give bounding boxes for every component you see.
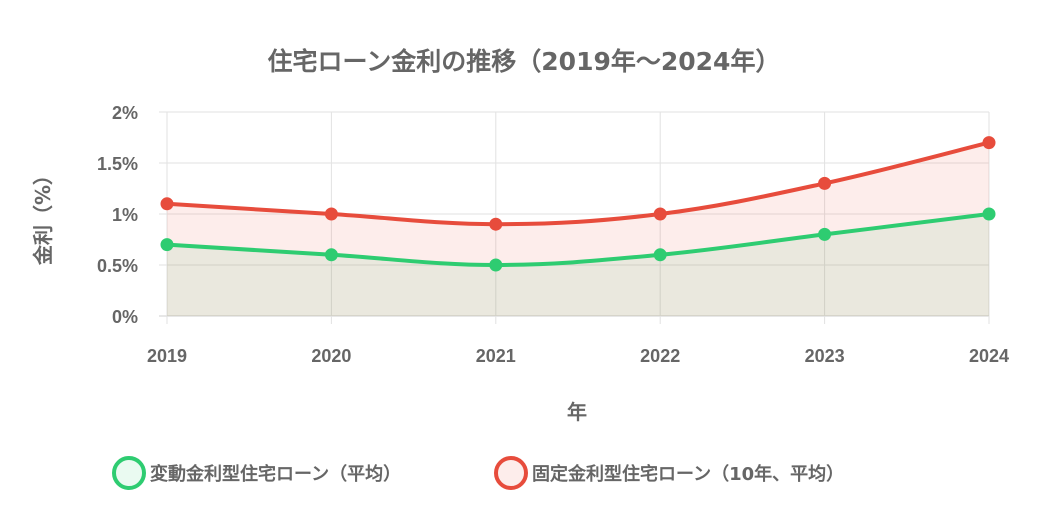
series-lines (165, 140, 991, 267)
legend-label-0[interactable]: 変動金利型住宅ローン（平均） (150, 463, 401, 485)
x-tick-label: 2024 (969, 346, 1009, 366)
data-point[interactable] (489, 258, 503, 272)
x-tick-label: 2019 (147, 346, 187, 366)
data-point[interactable] (653, 207, 667, 221)
data-point[interactable] (324, 248, 338, 262)
x-tick-label: 2021 (476, 346, 516, 366)
legend-label-1[interactable]: 固定金利型住宅ローン（10年、平均） (532, 463, 844, 485)
legend-marker-0[interactable] (112, 456, 146, 490)
data-point[interactable] (982, 207, 996, 221)
data-point[interactable] (160, 238, 174, 252)
y-tick-label: 1% (112, 205, 138, 225)
legend: 変動金利型住宅ローン（平均） 固定金利型住宅ローン（10年、平均） (112, 456, 844, 490)
data-point[interactable] (818, 176, 832, 190)
data-point[interactable] (818, 227, 832, 241)
y-tick-label: 0.5% (97, 256, 138, 276)
tick-labels: 0% 0.5% 1% 1.5% 2% 2019 2020 2021 2022 2023 2024 (97, 103, 1009, 366)
legend-marker-1[interactable] (494, 456, 528, 490)
y-tick-label: 2% (112, 103, 138, 123)
x-tick-label: 2020 (311, 346, 351, 366)
series-areas (167, 142, 989, 316)
series-area-0 (167, 214, 989, 316)
x-tick-label: 2023 (805, 346, 845, 366)
series-area-1 (167, 142, 989, 316)
data-point[interactable] (324, 207, 338, 221)
series-line-1 (165, 140, 991, 227)
y-tick-label: 0% (112, 307, 138, 327)
data-points (160, 136, 996, 272)
data-point[interactable] (653, 248, 667, 262)
data-point[interactable] (489, 217, 503, 231)
chart-title: 住宅ローン金利の推移（2019年～2024年） (268, 47, 781, 76)
data-point[interactable] (982, 136, 996, 150)
series-line-0 (165, 212, 991, 267)
y-tick-label: 1.5% (97, 154, 138, 174)
y-axis-title: 金利（%） (31, 165, 55, 266)
x-tick-label: 2022 (640, 346, 680, 366)
x-axis-title: 年 (567, 400, 587, 424)
data-point[interactable] (160, 197, 174, 211)
